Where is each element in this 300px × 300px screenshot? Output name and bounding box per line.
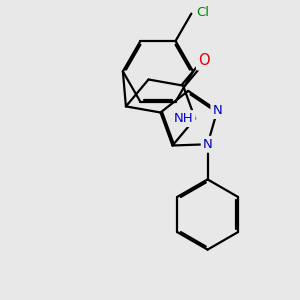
Text: Cl: Cl	[196, 6, 209, 19]
Text: N: N	[212, 104, 222, 117]
Text: NH: NH	[174, 112, 194, 125]
Text: O: O	[198, 53, 210, 68]
Text: N: N	[203, 138, 212, 151]
